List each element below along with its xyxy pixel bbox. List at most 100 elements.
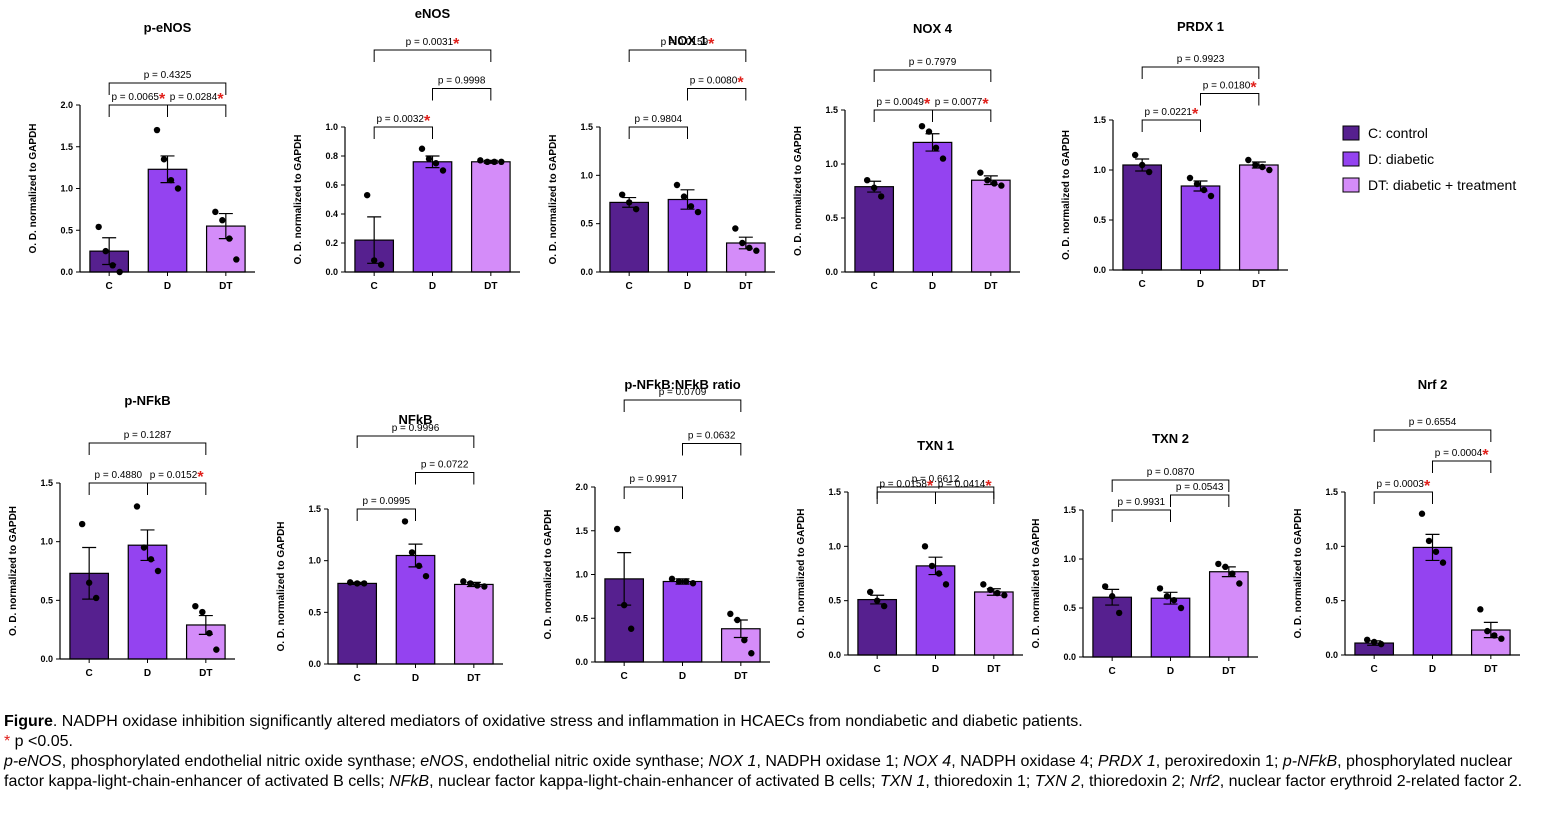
- significance-bracket: [373, 49, 492, 62]
- bar: [609, 201, 650, 273]
- chart-title: p-NFkB: [124, 393, 170, 408]
- bar: [412, 161, 453, 273]
- p-value-text: p = 0.9998: [438, 76, 486, 87]
- data-point: [734, 616, 741, 624]
- chart-title: NOX 1: [668, 33, 707, 48]
- x-tick-label: C: [86, 668, 93, 679]
- x-tick-label: DT: [467, 673, 480, 684]
- data-point: [998, 182, 1005, 189]
- significance-bracket: [628, 126, 688, 139]
- data-point: [994, 589, 1001, 597]
- x-tick-label: C: [354, 673, 361, 684]
- significance-bracket: [935, 491, 995, 504]
- legend-swatch: [1342, 125, 1360, 141]
- significance-bracket: [1111, 479, 1230, 492]
- p-value-text: p = 0.0709: [659, 387, 707, 398]
- y-axis-label: O. D. normalized to GAPDH: [293, 134, 304, 264]
- abbr-definition: , thioredoxin 1;: [925, 773, 1035, 790]
- data-point: [1156, 585, 1164, 592]
- p-value-text: p = 0.0003: [1376, 479, 1424, 490]
- chart-title: Nrf 2: [1418, 377, 1448, 392]
- data-point: [1370, 638, 1378, 646]
- y-tick-label: 1.5: [1093, 115, 1106, 125]
- abbr-term: TXN 2: [1034, 773, 1081, 790]
- data-point: [942, 581, 950, 588]
- significance-bracket: [1141, 66, 1260, 79]
- legend-label: D: diabetic: [1368, 151, 1434, 167]
- x-tick-label: DT: [199, 668, 212, 679]
- p-value: p = 0.9804: [635, 114, 683, 125]
- y-tick-label: 1.0: [828, 541, 841, 551]
- y-tick-label: 1.0: [1325, 541, 1338, 551]
- significance-star: *: [453, 36, 460, 53]
- abbreviations: p-eNOS, phosphorylated endothelial nitri…: [4, 752, 1534, 792]
- y-tick-label: 0.5: [1063, 603, 1076, 613]
- x-tick-label: D: [929, 281, 936, 292]
- x-tick-label: DT: [219, 281, 232, 292]
- data-point: [460, 578, 467, 585]
- data-point: [484, 158, 491, 165]
- y-tick-label: 1.0: [1093, 165, 1106, 175]
- y-axis-label: O. D. normalized to GAPDH: [276, 521, 287, 651]
- significance-star: *: [217, 91, 224, 108]
- abbr-term: NOX 1: [708, 753, 757, 770]
- y-tick-label: 0.0: [1093, 265, 1106, 275]
- data-point: [680, 193, 688, 200]
- x-tick-label: D: [164, 281, 171, 292]
- abbr-definition: , thioredoxin 2;: [1080, 773, 1190, 790]
- y-axis-label: O. D. normalized to GAPDH: [28, 123, 39, 253]
- legend-swatch: [1342, 177, 1360, 193]
- p-value-text: p = 0.0221: [1144, 107, 1192, 118]
- p-value: p = 0.9996: [392, 423, 440, 434]
- significance-bracket: [932, 109, 992, 122]
- data-point: [85, 579, 93, 586]
- x-tick-label: D: [684, 281, 691, 292]
- y-tick-label: 1.5: [1325, 487, 1338, 497]
- bar: [1122, 164, 1163, 271]
- x-tick-label: C: [1371, 664, 1378, 675]
- caption-note: * p <0.05.: [4, 732, 1534, 752]
- y-tick-label: 0.5: [308, 607, 321, 617]
- data-point: [1484, 627, 1491, 635]
- data-point: [363, 191, 371, 199]
- y-tick-label: 0.5: [40, 595, 53, 605]
- data-point: [140, 544, 148, 551]
- data-point: [732, 225, 739, 232]
- data-point: [932, 144, 940, 151]
- x-tick-label: D: [1197, 279, 1204, 290]
- bar: [973, 591, 1014, 656]
- data-point: [675, 578, 683, 585]
- data-point: [689, 580, 697, 587]
- data-point: [939, 155, 947, 162]
- p-value: p = 0.7979: [909, 57, 957, 68]
- y-tick-label: 1.5: [308, 504, 321, 514]
- y-axis-label: O. D. normalized to GAPDH: [1031, 518, 1042, 648]
- y-tick-label: 1.0: [40, 537, 53, 547]
- data-point: [439, 167, 447, 174]
- data-point: [1363, 636, 1371, 643]
- p-value: p = 0.0870: [1147, 467, 1195, 478]
- y-tick-label: 0.0: [575, 657, 588, 667]
- p-value: p = 0.4325: [144, 70, 192, 81]
- data-point: [1207, 192, 1215, 200]
- data-point: [147, 556, 155, 563]
- data-point: [1177, 604, 1185, 612]
- x-tick-label: D: [429, 281, 436, 292]
- data-point: [694, 208, 702, 216]
- x-tick-label: D: [412, 673, 419, 684]
- significance-bracket: [1200, 93, 1260, 106]
- p-value: p = 0.9998: [438, 76, 486, 87]
- significance-star: *: [1192, 106, 1199, 123]
- y-tick-label: 1.5: [828, 487, 841, 497]
- abbr-definition: , nuclear factor erythroid 2-related fac…: [1219, 773, 1523, 790]
- bar: [127, 544, 168, 660]
- p-value: p = 0.0049*: [876, 96, 931, 113]
- y-tick-label: 2.0: [60, 100, 73, 110]
- data-point: [346, 579, 354, 586]
- x-tick-label: DT: [1222, 666, 1235, 677]
- significance-bracket: [373, 126, 433, 139]
- y-axis-label: O. D. normalized to GAPDH: [1061, 130, 1072, 260]
- x-tick-label: C: [626, 281, 633, 292]
- y-tick-label: 1.0: [60, 184, 73, 194]
- p-value: p = 0.6554: [1409, 417, 1457, 428]
